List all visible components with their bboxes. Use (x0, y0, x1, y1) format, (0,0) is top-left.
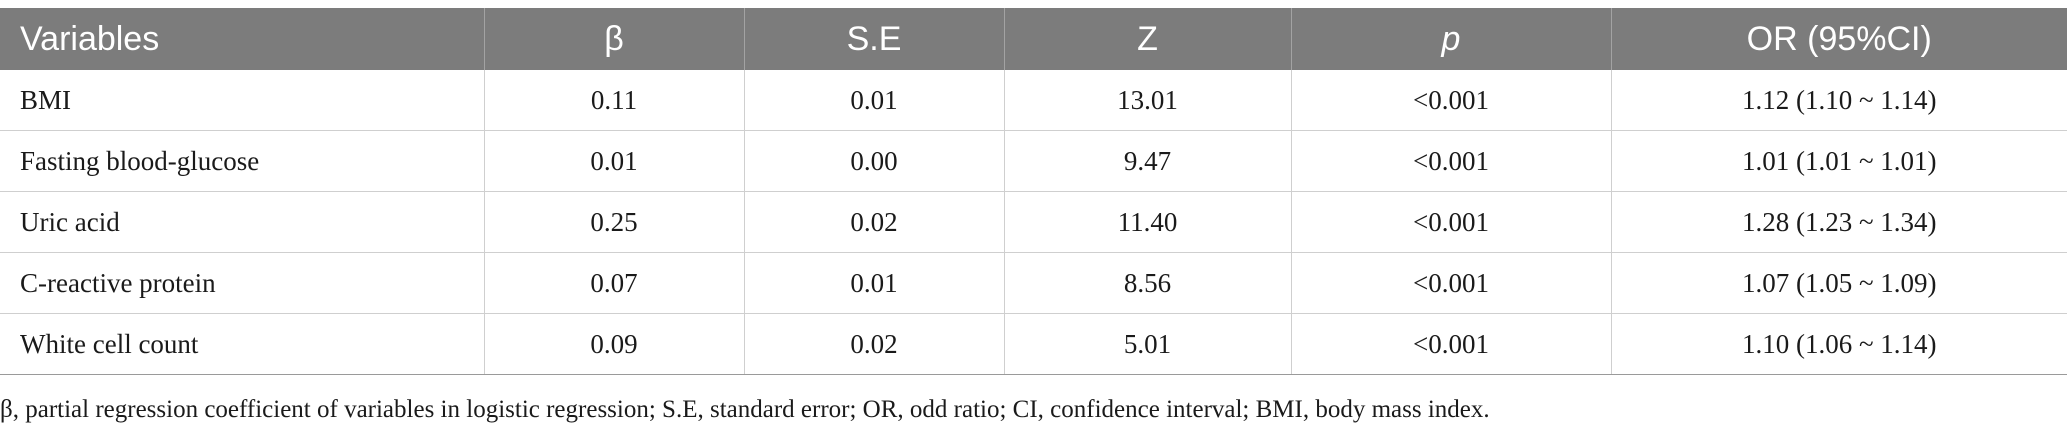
table-footnote: β, partial regression coefficient of var… (0, 396, 1490, 423)
table-row: C-reactive protein 0.07 0.01 8.56 <0.001… (0, 252, 2067, 314)
cell-standard-error: 0.02 (743, 313, 1004, 375)
cell-p-value: <0.001 (1290, 313, 1611, 375)
cell-standard-error: 0.02 (743, 191, 1004, 253)
cell-beta: 0.25 (483, 191, 744, 253)
table-header: Variables β S.E Z p OR (95%CI) (0, 8, 2067, 70)
cell-beta: 0.01 (483, 130, 744, 192)
cell-standard-error: 0.00 (743, 130, 1004, 192)
header-p-value: p (1290, 8, 1611, 70)
header-row: Variables β S.E Z p OR (95%CI) (0, 8, 2067, 70)
cell-variable: BMI (0, 70, 484, 131)
cell-odds-ratio: 1.10 (1.06 ~ 1.14) (1610, 313, 2067, 375)
table-body: BMI 0.11 0.01 13.01 <0.001 1.12 (1.10 ~ … (0, 70, 2067, 375)
table-row: White cell count 0.09 0.02 5.01 <0.001 1… (0, 313, 2067, 375)
logistic-regression-table: Variables β S.E Z p OR (95%CI) BMI 0.11 … (0, 8, 2067, 375)
table-row: Uric acid 0.25 0.02 11.40 <0.001 1.28 (1… (0, 191, 2067, 253)
header-standard-error: S.E (743, 8, 1004, 70)
cell-z: 5.01 (1003, 313, 1291, 375)
cell-odds-ratio: 1.01 (1.01 ~ 1.01) (1610, 130, 2067, 192)
header-odds-ratio: OR (95%CI) (1610, 8, 2067, 70)
cell-standard-error: 0.01 (743, 252, 1004, 314)
regression-table-container: Variables β S.E Z p OR (95%CI) BMI 0.11 … (0, 8, 2067, 375)
cell-p-value: <0.001 (1290, 130, 1611, 192)
header-z: Z (1003, 8, 1291, 70)
cell-z: 8.56 (1003, 252, 1291, 314)
cell-odds-ratio: 1.07 (1.05 ~ 1.09) (1610, 252, 2067, 314)
cell-variable: White cell count (0, 313, 484, 375)
cell-variable: Uric acid (0, 191, 484, 253)
header-variables: Variables (0, 8, 484, 70)
table-row: BMI 0.11 0.01 13.01 <0.001 1.12 (1.10 ~ … (0, 70, 2067, 131)
cell-beta: 0.09 (483, 313, 744, 375)
cell-p-value: <0.001 (1290, 70, 1611, 131)
cell-p-value: <0.001 (1290, 191, 1611, 253)
cell-standard-error: 0.01 (743, 70, 1004, 131)
cell-z: 11.40 (1003, 191, 1291, 253)
cell-beta: 0.11 (483, 70, 744, 131)
cell-z: 13.01 (1003, 70, 1291, 131)
cell-p-value: <0.001 (1290, 252, 1611, 314)
cell-variable: Fasting blood-glucose (0, 130, 484, 192)
cell-variable: C-reactive protein (0, 252, 484, 314)
table-row: Fasting blood-glucose 0.01 0.00 9.47 <0.… (0, 130, 2067, 192)
cell-beta: 0.07 (483, 252, 744, 314)
header-beta: β (483, 8, 744, 70)
cell-odds-ratio: 1.12 (1.10 ~ 1.14) (1610, 70, 2067, 131)
cell-odds-ratio: 1.28 (1.23 ~ 1.34) (1610, 191, 2067, 253)
cell-z: 9.47 (1003, 130, 1291, 192)
